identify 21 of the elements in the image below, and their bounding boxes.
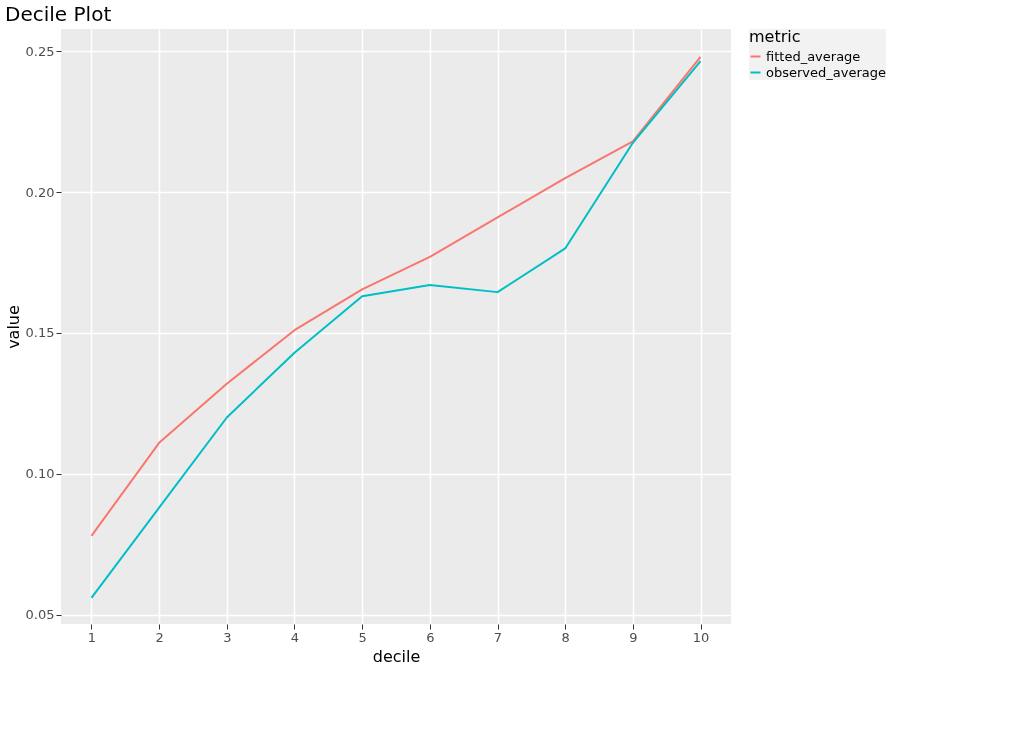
x-axis-title: decile xyxy=(372,646,421,666)
x-tick-label: 6 xyxy=(426,629,435,645)
x-tick-label: 7 xyxy=(493,629,503,645)
y-axis-title: value xyxy=(3,305,23,349)
legend-label: fitted_average xyxy=(766,48,861,64)
chart-title: Decile Plot xyxy=(5,2,112,26)
y-tick-label: 0.15 xyxy=(25,325,55,341)
y-tick-label: 0.25 xyxy=(25,43,55,59)
x-tick-label: 3 xyxy=(223,629,232,645)
x-tick-label: 9 xyxy=(629,629,638,645)
x-tick-label: 8 xyxy=(561,629,570,645)
y-tick-label: 0.20 xyxy=(25,184,55,200)
y-tick-label: 0.10 xyxy=(25,466,55,482)
x-tick-label: 4 xyxy=(290,629,300,645)
legend-title: metric xyxy=(749,27,801,46)
x-tick-label: 1 xyxy=(87,629,97,645)
x-tick-label: 5 xyxy=(358,629,367,645)
x-tick-label: 2 xyxy=(155,629,164,645)
legend-label: observed_average xyxy=(766,64,886,80)
x-tick-label: 10 xyxy=(692,629,710,645)
y-tick-label: 0.05 xyxy=(25,607,55,623)
